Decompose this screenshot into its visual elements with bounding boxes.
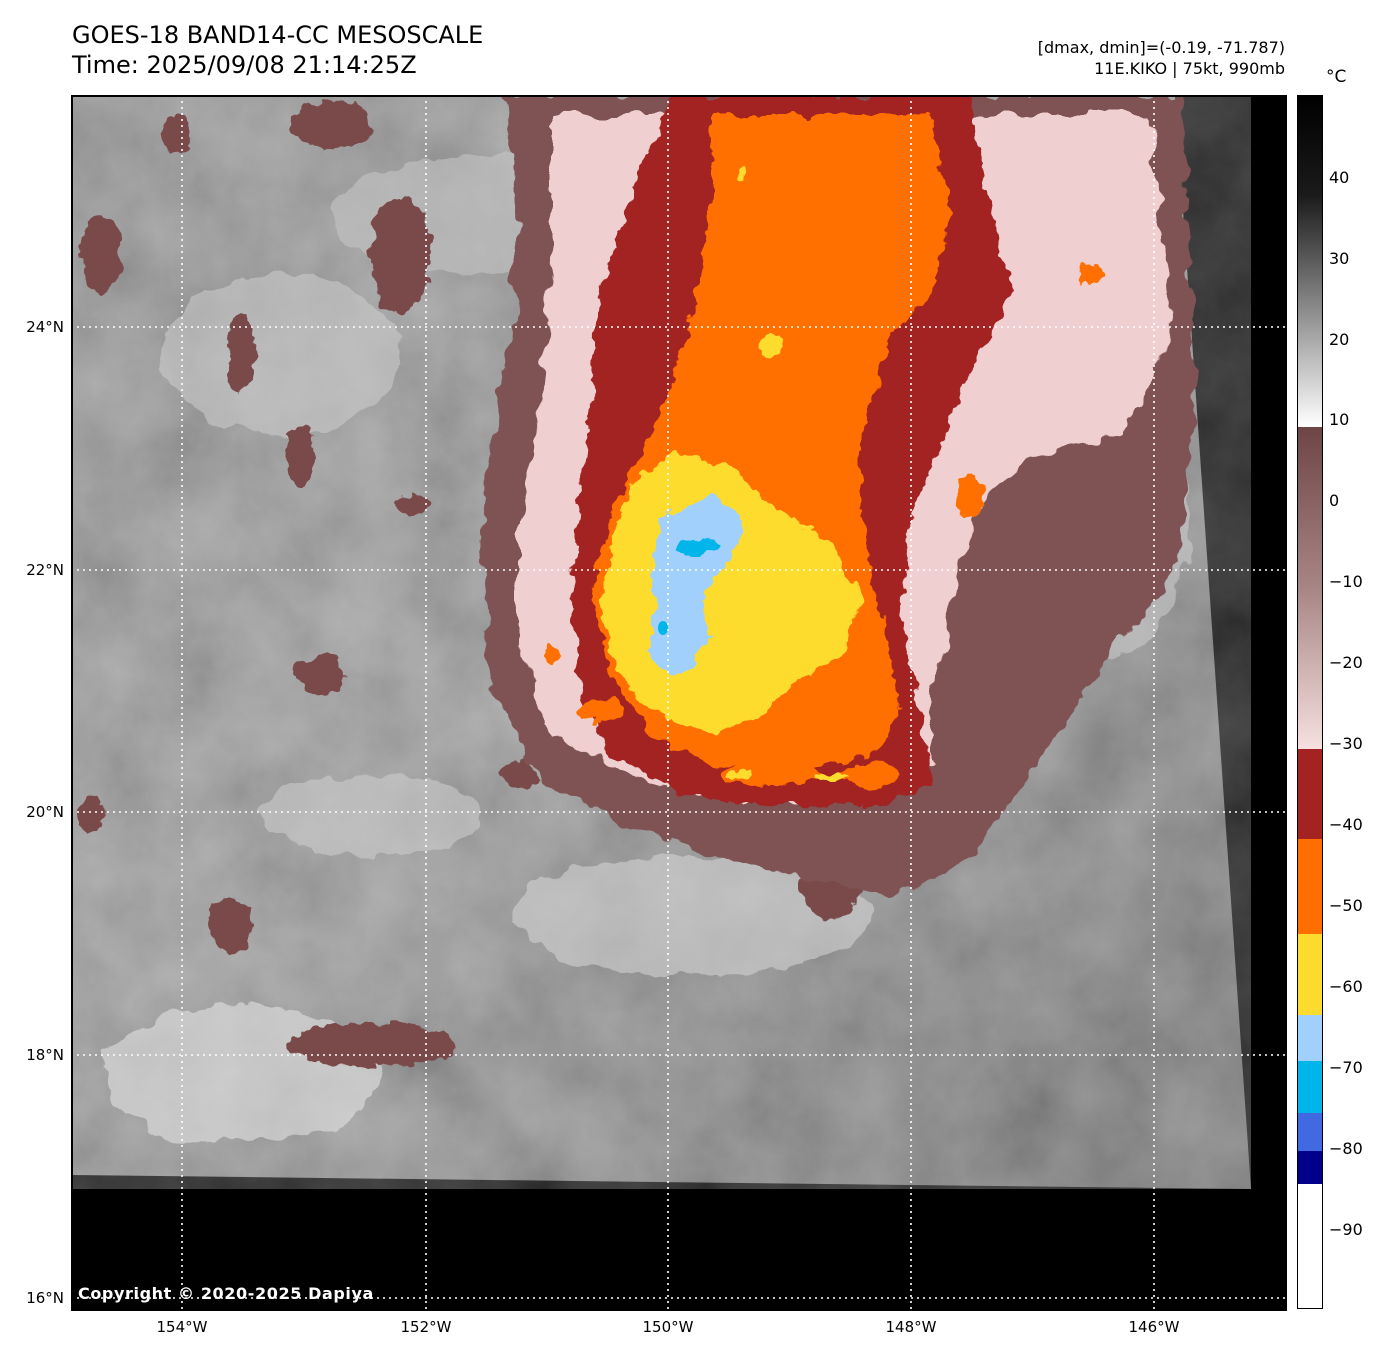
colorbar-yellow-segment — [1297, 934, 1323, 1015]
satellite-map — [71, 95, 1287, 1311]
colorbar-tick: 0 — [1329, 491, 1340, 510]
colorbar-lightblue-segment — [1297, 1015, 1323, 1061]
data-range-label: [dmax, dmin]=(-0.19, -71.787) — [1037, 38, 1285, 57]
title-line-1: GOES-18 BAND14-CC MESOSCALE — [72, 21, 484, 49]
lat-label-22n: 22°N — [26, 561, 64, 579]
colorbar-tick: 20 — [1329, 330, 1350, 349]
lon-label-146w: 146°W — [1128, 1318, 1180, 1336]
colorbar-navy-segment — [1297, 1151, 1323, 1184]
storm-id-label: 11E.KIKO | 75kt, 990mb — [1094, 59, 1285, 78]
lat-label-16n: 16°N — [26, 1289, 64, 1307]
copyright-notice: Copyright © 2020-2025 Dapiya — [78, 1284, 374, 1303]
colorbar-frame — [1297, 95, 1323, 1309]
colorbar-unit: °C — [1326, 67, 1347, 87]
storm-cloud-shield — [481, 95, 1196, 895]
colorbar-tick: −70 — [1329, 1058, 1363, 1077]
lon-label-154w: 154°W — [156, 1318, 208, 1336]
colorbar-tick: −30 — [1329, 734, 1363, 753]
lon-label-152w: 152°W — [400, 1318, 452, 1336]
colorbar-orange-segment — [1297, 839, 1323, 934]
lon-label-150w: 150°W — [642, 1318, 694, 1336]
colorbar — [1297, 95, 1323, 1309]
colorbar-blue-segment — [1297, 1113, 1323, 1151]
colorbar-tick: 40 — [1329, 168, 1350, 187]
colorbar-tick: −90 — [1329, 1220, 1363, 1239]
lat-label-24n: 24°N — [26, 318, 64, 336]
colorbar-cyan-segment — [1297, 1061, 1323, 1113]
graticule — [71, 95, 1287, 1311]
map-frame — [71, 95, 1287, 1311]
storm-info: [dmax, dmin]=(-0.19, -71.787) 11E.KIKO |… — [1038, 37, 1285, 79]
colorbar-tick: −60 — [1329, 977, 1363, 996]
colorbar-mauve-segment — [1297, 427, 1323, 749]
colorbar-white-segment — [1297, 1184, 1323, 1309]
chart-title: GOES-18 BAND14-CC MESOSCALE Time: 2025/0… — [72, 20, 483, 80]
title-line-2: Time: 2025/09/08 21:14:25Z — [72, 51, 417, 79]
lat-label-18n: 18°N — [26, 1046, 64, 1064]
colorbar-tick: −40 — [1329, 815, 1363, 834]
lon-label-148w: 148°W — [885, 1318, 937, 1336]
colorbar-gray-segment — [1297, 95, 1323, 427]
lat-label-20n: 20°N — [26, 803, 64, 821]
colorbar-tick: −50 — [1329, 896, 1363, 915]
colorbar-tick: −20 — [1329, 653, 1363, 672]
colorbar-tick: −10 — [1329, 572, 1363, 591]
colorbar-tick: −80 — [1329, 1139, 1363, 1158]
colorbar-tick: 10 — [1329, 410, 1350, 429]
colorbar-tick: 30 — [1329, 249, 1350, 268]
cirrus-patches — [77, 100, 861, 1067]
colorbar-darkred-segment — [1297, 749, 1323, 839]
